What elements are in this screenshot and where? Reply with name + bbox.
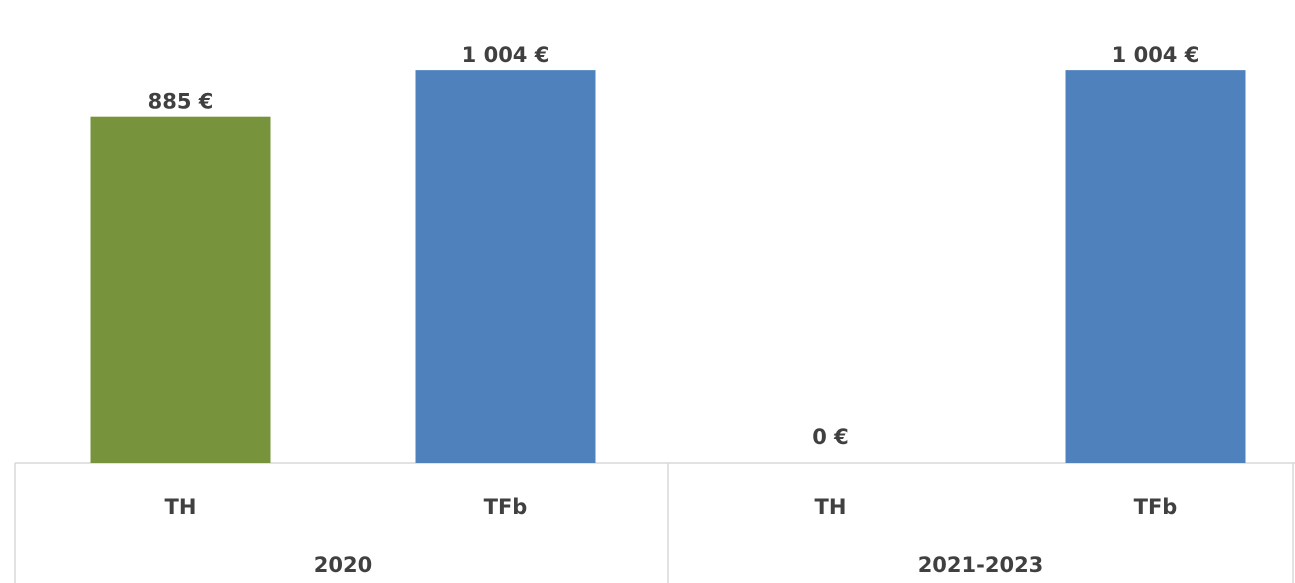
- bar: [90, 116, 271, 464]
- x-tick-label: TH: [165, 495, 197, 519]
- value-label: 1 004 €: [462, 43, 550, 67]
- value-label: 885 €: [148, 90, 214, 114]
- x-tick-label: TFb: [484, 495, 528, 519]
- value-label: 0 €: [812, 425, 849, 449]
- bar: [415, 70, 596, 463]
- value-label: 1 004 €: [1112, 43, 1200, 67]
- group-label: 2020: [314, 553, 372, 577]
- group-label: 2021-2023: [918, 553, 1044, 577]
- bar: [1065, 70, 1246, 463]
- x-tick-label: TFb: [1134, 495, 1178, 519]
- x-tick-label: TH: [815, 495, 847, 519]
